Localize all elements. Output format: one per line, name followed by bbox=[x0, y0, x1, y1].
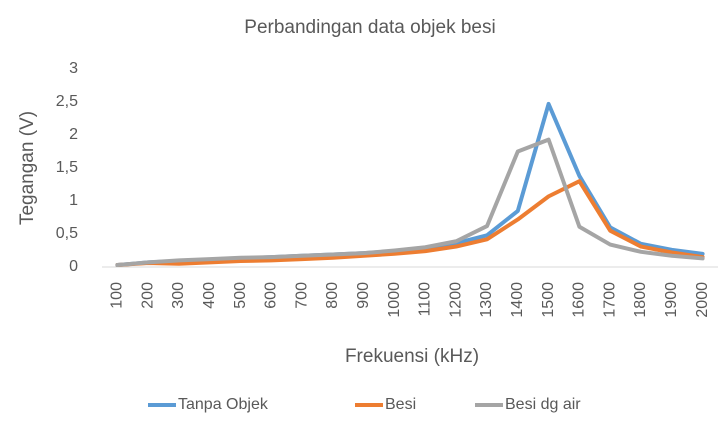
x-tick-label: 2000 bbox=[694, 282, 711, 318]
x-tick-label: 1100 bbox=[417, 282, 434, 317]
y-tick-label: 2 bbox=[69, 126, 78, 143]
x-tick-label: 800 bbox=[324, 282, 341, 309]
legend-label: Besi bbox=[385, 396, 416, 413]
x-tick-label: 1300 bbox=[478, 282, 495, 318]
x-tick-label: 300 bbox=[170, 282, 187, 309]
series-line bbox=[115, 101, 705, 268]
x-tick-label: 600 bbox=[263, 282, 280, 309]
y-tick-label: 1 bbox=[69, 192, 78, 209]
x-tick-label: 1400 bbox=[509, 282, 526, 318]
legend-label: Besi dg air bbox=[505, 396, 581, 413]
y-tick-label: 0 bbox=[69, 258, 78, 275]
y-tick-label: 2,5 bbox=[56, 93, 78, 110]
series-line bbox=[115, 179, 705, 268]
x-tick-label: 1800 bbox=[632, 282, 649, 318]
y-tick-label: 0,5 bbox=[56, 225, 78, 242]
x-tick-label: 700 bbox=[293, 282, 310, 309]
x-tick-label: 1700 bbox=[601, 282, 618, 318]
series-line bbox=[115, 137, 705, 268]
y-tick-label: 3 bbox=[69, 60, 78, 77]
x-axis-label: Frekuensi (kHz) bbox=[345, 346, 479, 367]
x-tick-label: 1900 bbox=[663, 282, 680, 318]
y-axis-label: Tegangan (V) bbox=[17, 111, 38, 225]
y-tick-label: 1,5 bbox=[56, 159, 78, 176]
x-tick-label: 1000 bbox=[386, 282, 403, 318]
x-tick-label: 900 bbox=[355, 282, 372, 309]
x-tick-label: 200 bbox=[139, 282, 156, 309]
chart-title: Perbandingan data objek besi bbox=[244, 17, 495, 38]
x-tick-label: 100 bbox=[109, 282, 126, 309]
x-tick-label: 1500 bbox=[540, 282, 557, 318]
legend-label: Tanpa Objek bbox=[178, 396, 269, 413]
x-tick-label: 1200 bbox=[447, 282, 464, 318]
x-tick-label: 400 bbox=[201, 282, 218, 309]
x-tick-label: 500 bbox=[232, 282, 249, 309]
x-tick-label: 1600 bbox=[571, 282, 588, 318]
